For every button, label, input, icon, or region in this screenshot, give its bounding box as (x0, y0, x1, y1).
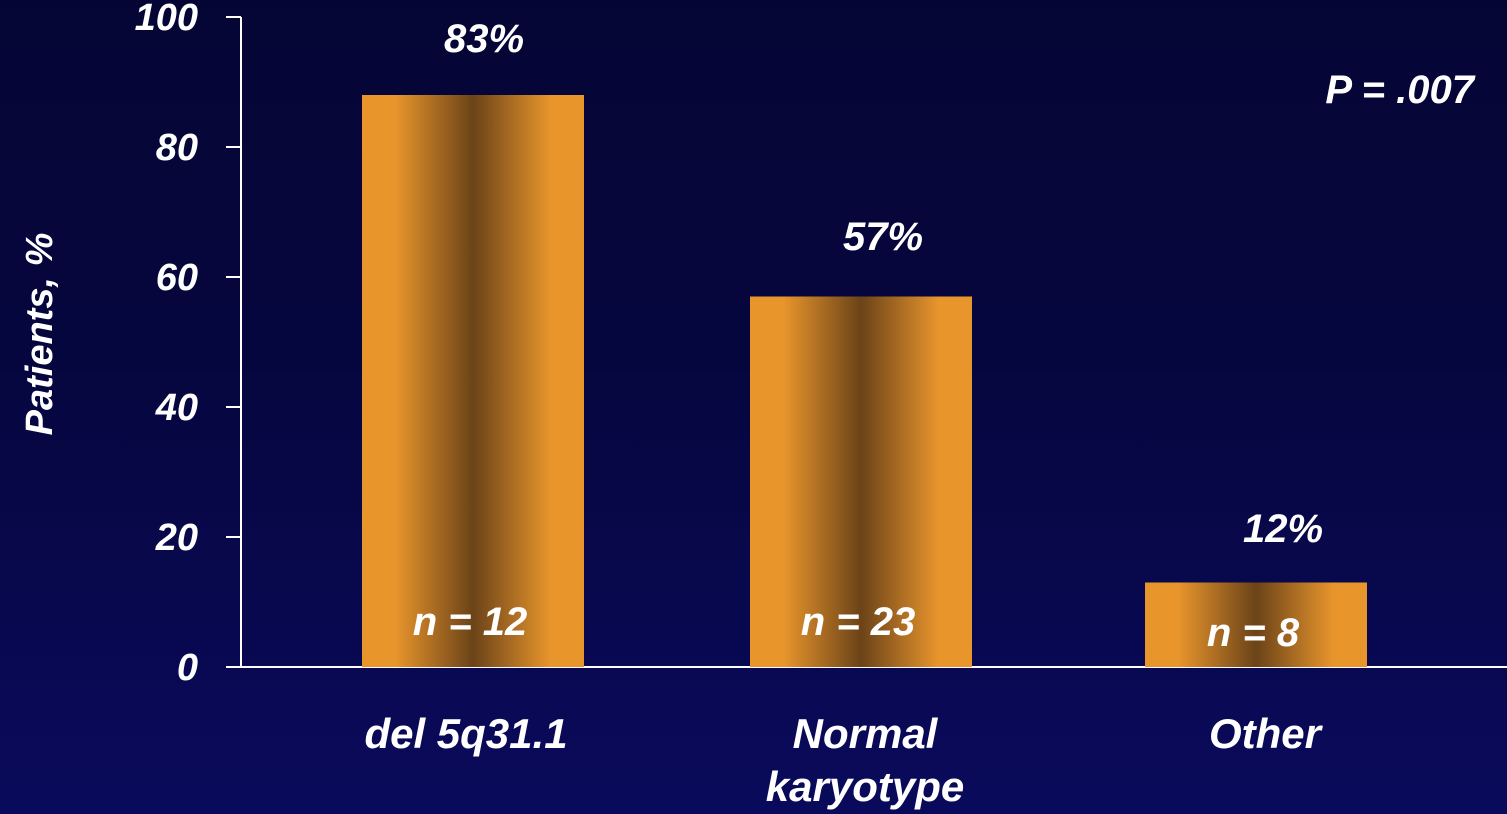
bar (750, 296, 972, 667)
y-tick-label: 60 (156, 257, 198, 299)
category-label: Other (1209, 710, 1324, 757)
bar-n-label: n = 12 (413, 600, 528, 644)
bar-n-label: n = 23 (801, 600, 916, 644)
category-labels: del 5q31.1 Normal karyotype Other (364, 710, 1323, 810)
y-tick-label: 40 (155, 387, 198, 429)
y-tick-label: 100 (135, 0, 198, 39)
y-tick-label: 80 (156, 127, 198, 169)
category-label: Normal karyotype (766, 710, 964, 810)
p-value-annotation: P = .007 (1325, 68, 1475, 112)
y-ticks: 0 20 40 60 80 100 (135, 0, 241, 689)
bars (362, 95, 1367, 667)
value-labels: 83% 57% 12% (444, 17, 1323, 551)
bar-value-label: 12% (1243, 507, 1323, 551)
bar (1145, 582, 1367, 667)
n-labels: n = 12 n = 23 n = 8 (413, 600, 1300, 655)
category-label: del 5q31.1 (364, 710, 567, 757)
bar-value-label: 57% (843, 215, 923, 259)
bar (362, 95, 584, 667)
y-tick-label: 0 (177, 647, 198, 689)
y-tick-label: 20 (155, 517, 198, 559)
bar-n-label: n = 8 (1207, 611, 1300, 655)
y-axis-title: Patients, % (19, 233, 61, 436)
bar-value-label: 83% (444, 17, 524, 61)
